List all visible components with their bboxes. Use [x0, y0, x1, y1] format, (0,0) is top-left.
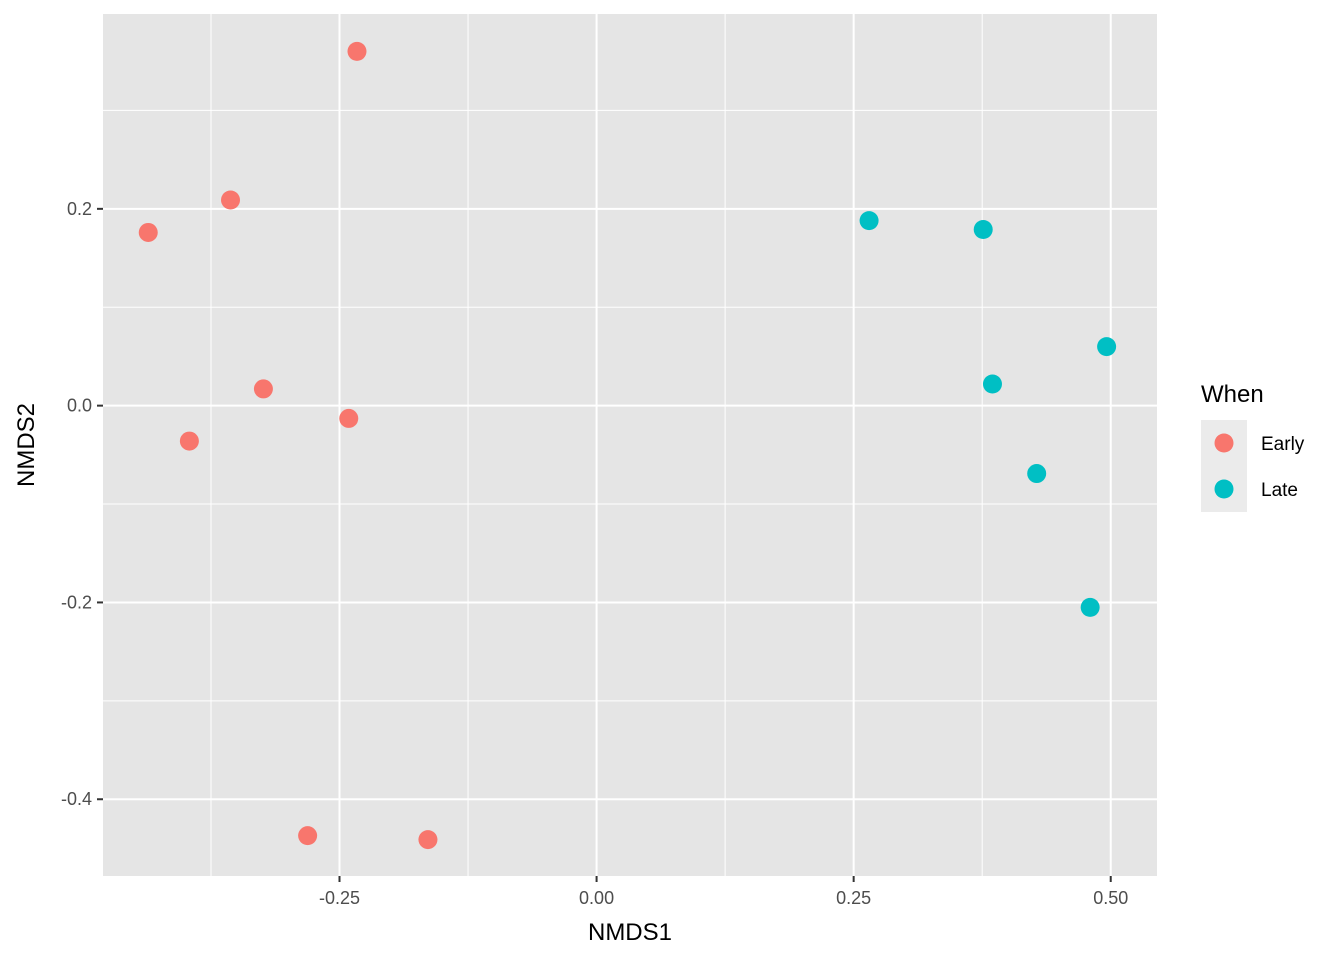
point-early — [221, 190, 241, 210]
plot-panel — [103, 14, 1157, 876]
x-tick-label: 0.25 — [836, 888, 871, 908]
x-axis-title: NMDS1 — [588, 919, 672, 946]
point-late — [859, 211, 879, 231]
point-early — [418, 830, 438, 850]
point-early — [347, 41, 367, 61]
legend-key-late — [1214, 479, 1234, 499]
point-early — [179, 431, 199, 451]
legend-items: Early Late — [1214, 433, 1305, 501]
legend-key-early — [1214, 433, 1234, 453]
y-tick-label: -0.4 — [61, 789, 92, 809]
point-early — [138, 222, 158, 242]
y-tick-label: -0.2 — [61, 592, 92, 612]
y-axis: -0.4 -0.2 0.0 0.2 — [61, 199, 103, 809]
point-late — [1080, 597, 1100, 617]
x-tick-label: -0.25 — [319, 888, 360, 908]
x-axis: -0.25 0.00 0.25 0.50 — [319, 876, 1128, 908]
y-tick-label: 0.0 — [67, 396, 92, 416]
point-late — [982, 374, 1002, 394]
point-early — [339, 408, 359, 428]
legend: When Early Late — [1201, 381, 1305, 512]
legend-label-early: Early — [1261, 434, 1305, 455]
legend-label-late: Late — [1261, 480, 1298, 501]
y-tick-label: 0.2 — [67, 199, 92, 219]
data-points — [138, 41, 1117, 850]
point-late — [1097, 337, 1117, 357]
x-tick-label: 0.50 — [1093, 888, 1128, 908]
minor-gridlines — [103, 14, 1157, 876]
point-early — [298, 826, 318, 846]
major-gridlines — [103, 14, 1157, 876]
point-late — [1027, 464, 1047, 484]
x-tick-label: 0.00 — [579, 888, 614, 908]
y-axis-title: NMDS2 — [13, 403, 40, 487]
legend-title: When — [1201, 381, 1264, 408]
point-late — [973, 220, 993, 239]
point-early — [253, 379, 273, 399]
